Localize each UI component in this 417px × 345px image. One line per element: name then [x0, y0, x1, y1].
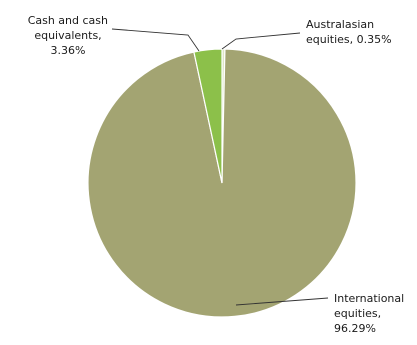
slice-label-line: equivalents,	[34, 29, 101, 42]
slice-label-australasian-equities: Australasian equities, 0.35%	[306, 18, 392, 46]
leader-line-cash-and-cash-equivalents	[111, 28, 200, 52]
leader-line-international-equities	[235, 297, 329, 306]
slice-label-line: equities, 0.35%	[306, 33, 392, 46]
slice-label-line: 3.36%	[51, 44, 86, 57]
pie-slice-cash-and-cash-equivalents	[193, 48, 223, 184]
leader-lines	[111, 28, 329, 306]
slice-label-line: International	[334, 292, 404, 305]
slice-label-cash-and-cash-equivalents: Cash and cash equivalents, 3.36%	[28, 14, 108, 57]
slice-label-line: 96.29%	[334, 322, 376, 335]
slice-label-line: Cash and cash	[28, 14, 108, 27]
slice-labels: Australasian equities, 0.35% International…	[28, 14, 405, 335]
pie-slices	[87, 48, 357, 318]
slice-label-line: equities,	[334, 307, 381, 320]
slice-label-international-equities: International equities, 96.29%	[334, 292, 404, 335]
slice-label-line: Australasian	[306, 18, 374, 31]
leader-line-australasian-equities	[221, 32, 301, 50]
